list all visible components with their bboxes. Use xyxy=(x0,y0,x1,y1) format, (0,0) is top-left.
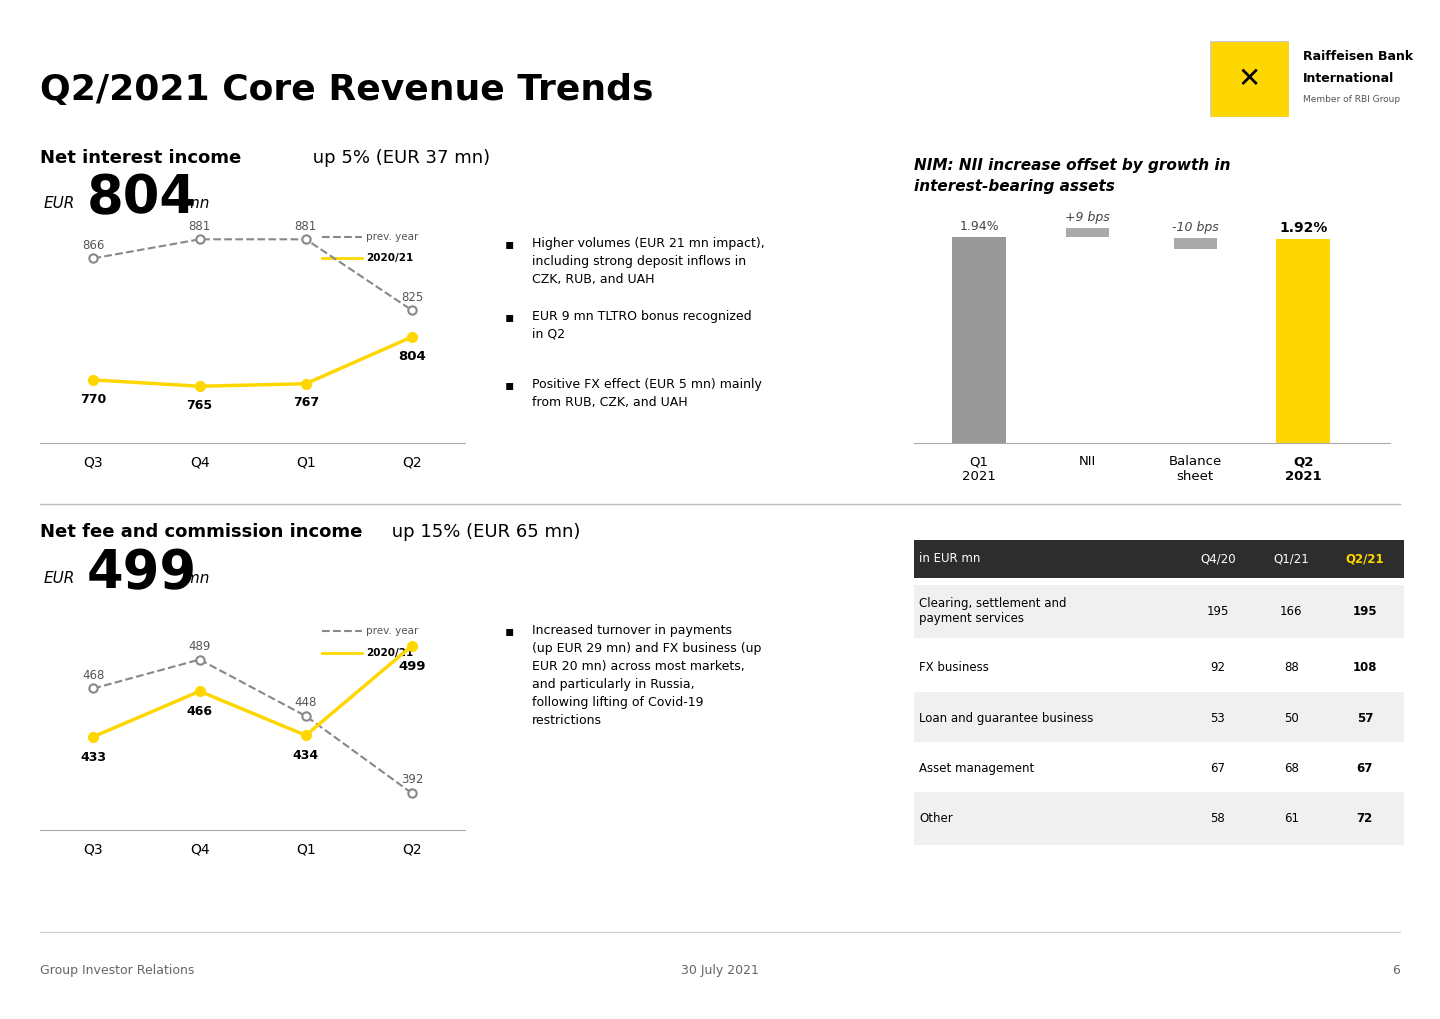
Text: Q1/21: Q1/21 xyxy=(1273,552,1309,566)
Text: International: International xyxy=(1303,72,1394,85)
Text: 2020/21: 2020/21 xyxy=(366,254,413,263)
Text: ▪: ▪ xyxy=(504,237,514,251)
Text: mn: mn xyxy=(180,572,209,586)
Text: ✕: ✕ xyxy=(1237,65,1261,93)
Bar xyxy=(1066,228,1109,237)
Text: Increased turnover in payments
(up EUR 29 mn) and FX business (up
EUR 20 mn) acr: Increased turnover in payments (up EUR 2… xyxy=(531,625,762,728)
Text: Positive FX effect (EUR 5 mn) mainly
from RUB, CZK, and UAH: Positive FX effect (EUR 5 mn) mainly fro… xyxy=(531,378,762,409)
Text: Other: Other xyxy=(919,812,953,824)
Text: 489: 489 xyxy=(189,640,210,652)
Text: 866: 866 xyxy=(82,239,105,252)
Text: 57: 57 xyxy=(1356,712,1372,725)
Text: mn: mn xyxy=(180,197,209,211)
Text: ▪: ▪ xyxy=(504,378,514,391)
Text: 67: 67 xyxy=(1356,762,1372,774)
Text: ▪: ▪ xyxy=(504,310,514,324)
Text: Group Investor Relations: Group Investor Relations xyxy=(40,964,194,976)
Text: Asset management: Asset management xyxy=(919,762,1034,774)
Text: Q4/20: Q4/20 xyxy=(1200,552,1236,566)
Text: 770: 770 xyxy=(81,392,107,406)
Text: Clearing, settlement and
payment services: Clearing, settlement and payment service… xyxy=(919,597,1067,626)
Text: 392: 392 xyxy=(400,773,423,787)
Text: 6: 6 xyxy=(1392,964,1400,976)
Text: 50: 50 xyxy=(1284,712,1299,725)
Text: Loan and guarantee business: Loan and guarantee business xyxy=(919,712,1093,725)
Text: 1.94%: 1.94% xyxy=(959,220,999,233)
Text: 68: 68 xyxy=(1284,762,1299,774)
Text: Raiffeisen Bank: Raiffeisen Bank xyxy=(1303,50,1413,62)
Text: prev. year: prev. year xyxy=(366,626,419,636)
Text: in EUR mn: in EUR mn xyxy=(919,552,981,566)
Text: 195: 195 xyxy=(1207,605,1230,618)
Text: Net interest income: Net interest income xyxy=(40,149,242,167)
Bar xyxy=(914,792,1404,845)
Text: 2020/21: 2020/21 xyxy=(366,648,413,657)
Text: 466: 466 xyxy=(187,705,213,718)
Text: 58: 58 xyxy=(1211,812,1225,824)
Text: 166: 166 xyxy=(1280,605,1303,618)
Text: 61: 61 xyxy=(1284,812,1299,824)
Text: up 15% (EUR 65 mn): up 15% (EUR 65 mn) xyxy=(386,523,580,541)
Text: +9 bps: +9 bps xyxy=(1064,211,1110,223)
Bar xyxy=(952,237,1007,443)
Text: 434: 434 xyxy=(292,749,318,762)
Text: up 5% (EUR 37 mn): up 5% (EUR 37 mn) xyxy=(307,149,490,167)
Text: 433: 433 xyxy=(81,751,107,763)
Text: 67: 67 xyxy=(1211,762,1225,774)
Text: 499: 499 xyxy=(399,659,426,673)
Text: 108: 108 xyxy=(1352,661,1377,674)
Text: 92: 92 xyxy=(1211,661,1225,674)
Text: 1.92%: 1.92% xyxy=(1279,221,1328,235)
Bar xyxy=(914,692,1404,745)
Text: NIM: NII increase offset by growth in
interest-bearing assets: NIM: NII increase offset by growth in in… xyxy=(914,158,1231,194)
Text: 448: 448 xyxy=(295,696,317,709)
Text: 804: 804 xyxy=(86,172,196,225)
Bar xyxy=(1174,238,1217,249)
Text: 72: 72 xyxy=(1356,812,1372,824)
Text: FX business: FX business xyxy=(919,661,989,674)
Text: 765: 765 xyxy=(187,398,213,412)
Bar xyxy=(914,641,1404,694)
Bar xyxy=(914,540,1404,578)
Text: 499: 499 xyxy=(86,547,196,600)
Text: Higher volumes (EUR 21 mn impact),
including strong deposit inflows in
CZK, RUB,: Higher volumes (EUR 21 mn impact), inclu… xyxy=(531,237,765,286)
Text: 881: 881 xyxy=(295,220,317,233)
Text: ▪: ▪ xyxy=(504,625,514,638)
Text: Net fee and commission income: Net fee and commission income xyxy=(40,523,363,541)
Text: Q2/21: Q2/21 xyxy=(1345,552,1384,566)
Text: 825: 825 xyxy=(400,290,423,304)
Text: 804: 804 xyxy=(397,350,426,363)
Text: Member of RBI Group: Member of RBI Group xyxy=(1303,96,1400,104)
Text: 468: 468 xyxy=(82,668,105,682)
Text: EUR 9 mn TLTRO bonus recognized
in Q2: EUR 9 mn TLTRO bonus recognized in Q2 xyxy=(531,310,752,340)
Text: EUR: EUR xyxy=(43,572,75,586)
Text: prev. year: prev. year xyxy=(366,231,419,242)
Bar xyxy=(1276,239,1331,443)
Text: 767: 767 xyxy=(292,396,318,410)
Text: 30 July 2021: 30 July 2021 xyxy=(681,964,759,976)
Text: 88: 88 xyxy=(1284,661,1299,674)
Bar xyxy=(914,585,1404,638)
Text: Q2/2021 Core Revenue Trends: Q2/2021 Core Revenue Trends xyxy=(40,73,654,107)
Bar xyxy=(914,742,1404,795)
Text: 195: 195 xyxy=(1352,605,1377,618)
Text: 53: 53 xyxy=(1211,712,1225,725)
Text: -10 bps: -10 bps xyxy=(1172,221,1218,234)
Text: 881: 881 xyxy=(189,220,210,233)
Text: EUR: EUR xyxy=(43,197,75,211)
